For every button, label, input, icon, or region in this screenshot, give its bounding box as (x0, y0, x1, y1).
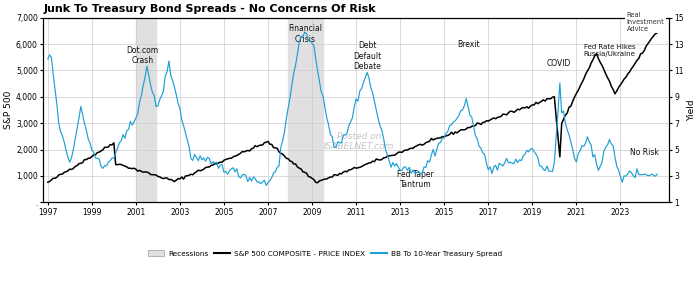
Text: Real
Investment
Advice: Real Investment Advice (626, 12, 664, 32)
Bar (288, 18, 323, 202)
Text: No Risk: No Risk (630, 148, 659, 158)
Text: Financial
Crisis: Financial Crisis (288, 24, 323, 44)
Legend: Recessions, S&P 500 COMPOSITE - PRICE INDEX, BB To 10-Year Treasury Spread: Recessions, S&P 500 COMPOSITE - PRICE IN… (145, 248, 505, 260)
Text: COVID: COVID (547, 59, 571, 68)
Text: Posted on
ISABELNET.com: Posted on ISABELNET.com (324, 132, 394, 151)
Bar (136, 18, 155, 202)
Text: Fed Taper
Tantrum: Fed Taper Tantrum (397, 170, 434, 189)
Text: Junk To Treasury Bond Spreads - No Concerns Of Risk: Junk To Treasury Bond Spreads - No Conce… (43, 4, 376, 14)
Text: Fed Rate Hikes
Russia/Ukraine: Fed Rate Hikes Russia/Ukraine (584, 44, 636, 57)
Text: Dot.com
Crash: Dot.com Crash (127, 46, 158, 65)
Text: Brexit: Brexit (457, 40, 480, 50)
Y-axis label: Yield: Yield (687, 99, 696, 121)
Y-axis label: S&P 500: S&P 500 (4, 91, 13, 129)
Text: Debt
Default
Debate: Debt Default Debate (353, 41, 382, 71)
